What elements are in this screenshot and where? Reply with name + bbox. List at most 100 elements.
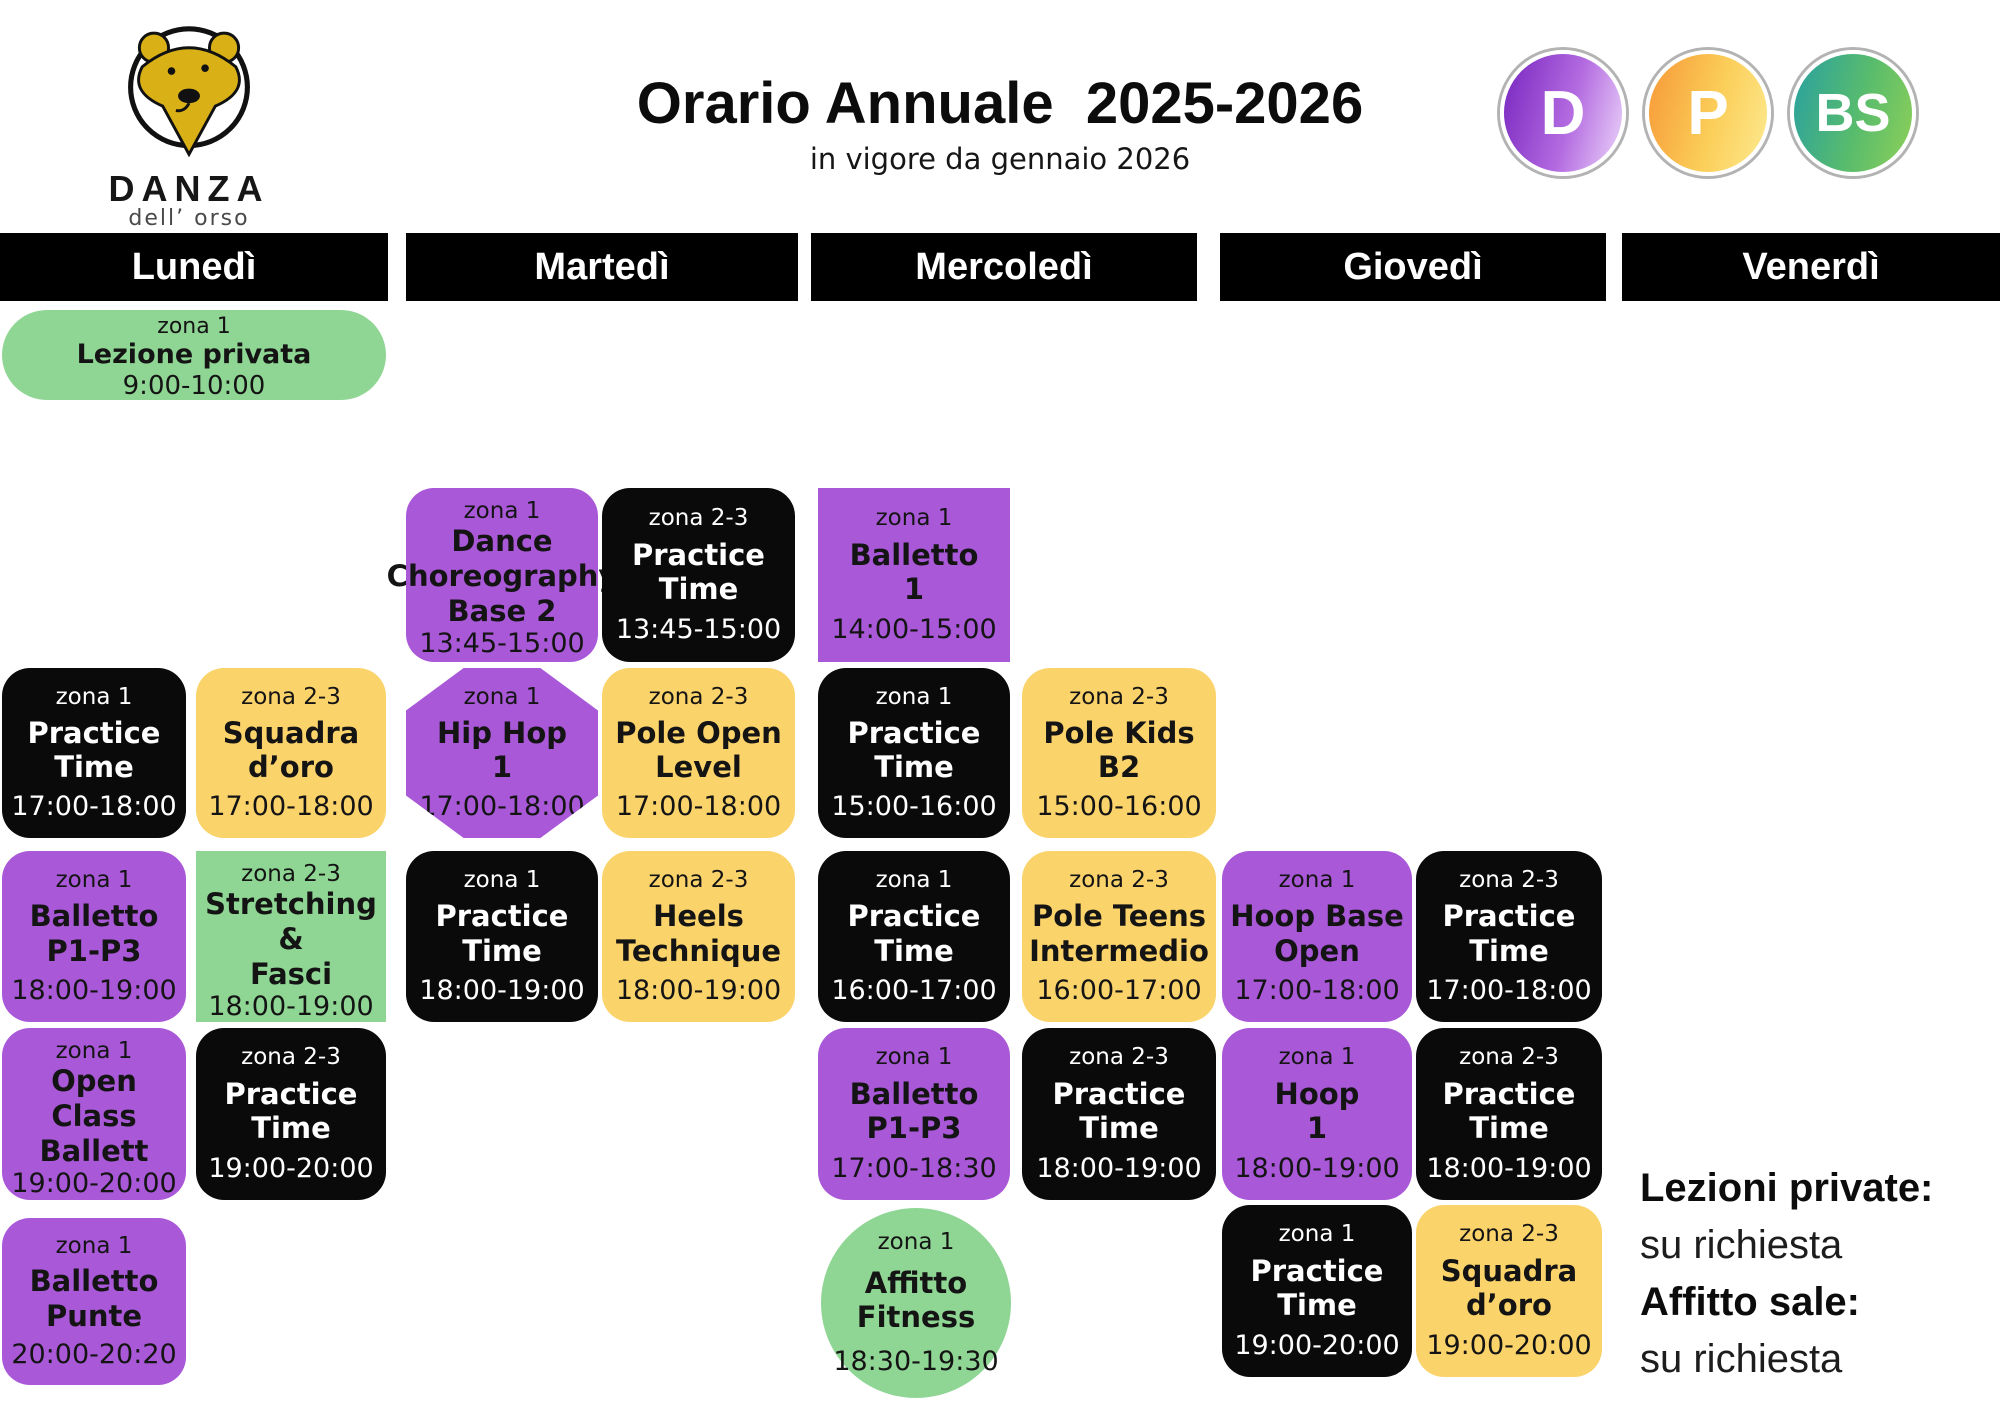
card-zona-label: zona 1 bbox=[875, 867, 953, 894]
card-time: 17:00-18:00 bbox=[11, 791, 177, 823]
schedule-card: zona 1 Affitto Fitness 18:30-19:30 bbox=[821, 1208, 1011, 1398]
badge-bs-label: BS bbox=[1815, 83, 1891, 143]
card-zona-label: zona 1 bbox=[55, 683, 133, 710]
card-time: 19:00-20:00 bbox=[11, 1168, 177, 1200]
schedule-card: zona 1 Hoop 1 18:00-19:00 bbox=[1222, 1028, 1412, 1200]
schedule-card: zona 1 Practice Time 15:00-16:00 bbox=[818, 668, 1010, 838]
notes-block: Lezioni private: su richiesta Affitto sa… bbox=[1640, 1160, 1990, 1388]
room-rental-value: su richiesta bbox=[1640, 1337, 1843, 1381]
card-class-name: Open Class Ballett bbox=[39, 1064, 149, 1168]
schedule-card: zona 2-3 Squadra d’oro 17:00-18:00 bbox=[196, 668, 386, 838]
card-zona-label: zona 1 bbox=[463, 867, 541, 894]
schedule-card: zona 2-3 Stretching & Fasci 18:00-19:00 bbox=[196, 851, 386, 1022]
card-time: 18:00-19:00 bbox=[615, 974, 782, 1006]
card-zona-label: zona 1 bbox=[55, 1038, 133, 1064]
card-time: 17:00-18:00 bbox=[1426, 974, 1592, 1006]
card-time: 16:00-17:00 bbox=[831, 974, 997, 1006]
card-time: 19:00-20:00 bbox=[1234, 1329, 1400, 1361]
card-zona-label: zona 2-3 bbox=[241, 861, 341, 887]
schedule-card: zona 1 Balletto P1-P3 17:00-18:30 bbox=[818, 1028, 1010, 1200]
card-class-name: Squadra d’oro bbox=[1440, 1253, 1578, 1323]
card-class-name: Practice Time bbox=[1052, 1076, 1186, 1146]
schedule-card: zona 1 Lezione privata 9:00-10:00 bbox=[2, 310, 386, 401]
bear-logo-icon bbox=[128, 26, 250, 158]
card-class-name: Hip Hop 1 bbox=[436, 715, 568, 785]
schedule-card: zona 1 Practice Time 17:00-18:00 bbox=[2, 668, 186, 838]
badge-pole-label: P bbox=[1687, 78, 1729, 148]
badge-danza: D bbox=[1500, 50, 1626, 176]
badge-pole: P bbox=[1645, 50, 1771, 176]
schedule-card: zona 2-3 Squadra d’oro 19:00-20:00 bbox=[1416, 1205, 1602, 1377]
private-lessons-label: Lezioni private: bbox=[1640, 1166, 1934, 1210]
card-class-name: Hoop Base Open bbox=[1230, 899, 1404, 968]
card-time: 18:30-19:30 bbox=[833, 1346, 999, 1378]
card-class-name: Balletto 1 bbox=[849, 537, 979, 607]
day-header-venerdi: Venerdì bbox=[1622, 233, 2000, 301]
card-zona-label: zona 2-3 bbox=[1069, 867, 1169, 894]
card-class-name: Dance Choreography Base 2 bbox=[386, 524, 618, 628]
card-zona-label: zona 1 bbox=[157, 314, 231, 339]
card-zona-label: zona 2-3 bbox=[241, 1044, 341, 1071]
page-subtitle: in vigore da gennaio 2026 bbox=[809, 142, 1191, 176]
card-time: 19:00-20:00 bbox=[208, 1152, 374, 1184]
card-zona-label: zona 2-3 bbox=[1069, 683, 1169, 710]
card-time: 18:00-19:00 bbox=[419, 974, 585, 1006]
schedule-card: zona 1 Practice Time 18:00-19:00 bbox=[406, 851, 598, 1022]
day-header-giovedi: Giovedì bbox=[1220, 233, 1606, 301]
schedule-card: zona 2-3 Practice Time 19:00-20:00 bbox=[196, 1028, 386, 1200]
card-zona-label: zona 2-3 bbox=[648, 683, 749, 710]
card-time: 19:00-20:00 bbox=[1426, 1329, 1592, 1361]
card-time: 18:00-19:00 bbox=[1426, 1152, 1592, 1184]
schedule-card: zona 1 Practice Time 19:00-20:00 bbox=[1222, 1205, 1412, 1377]
schedule-card: zona 1 Dance Choreography Base 2 13:45-1… bbox=[387, 488, 617, 662]
card-class-name: Hoop 1 bbox=[1274, 1076, 1360, 1146]
card-zona-label: zona 1 bbox=[875, 683, 953, 710]
card-zona-label: zona 1 bbox=[1278, 867, 1356, 894]
schedule-card: zona 1 Hoop Base Open 17:00-18:00 bbox=[1222, 851, 1412, 1022]
logo-brand-text: DANZA bbox=[108, 168, 270, 209]
card-zona-label: zona 1 bbox=[875, 504, 953, 531]
card-time: 17:00-18:00 bbox=[419, 791, 585, 823]
card-class-name: Practice Time bbox=[1442, 899, 1576, 968]
schedule-card: zona 1 Practice Time 16:00-17:00 bbox=[818, 851, 1010, 1022]
card-time: 13:45-15:00 bbox=[419, 628, 585, 660]
day-header-lunedi: Lunedì bbox=[0, 233, 388, 301]
card-zona-label: zona 1 bbox=[463, 498, 541, 524]
card-time: 20:00-20:20 bbox=[11, 1338, 177, 1370]
card-time: 15:00-16:00 bbox=[1036, 791, 1202, 823]
card-class-name: Squadra d’oro bbox=[222, 715, 360, 785]
card-class-name: Practice Time bbox=[847, 715, 981, 785]
card-zona-label: zona 1 bbox=[55, 1233, 133, 1260]
badge-danza-label: D bbox=[1540, 78, 1586, 148]
schedule-card: zona 1 Hip Hop 1 17:00-18:00 bbox=[406, 668, 598, 838]
schedule-card: zona 2-3 Practice Time 17:00-18:00 bbox=[1416, 851, 1602, 1022]
card-time: 18:00-19:00 bbox=[1036, 1152, 1202, 1184]
card-time: 17:00-18:00 bbox=[208, 791, 374, 823]
card-class-name: Pole Teens Intermedio bbox=[1029, 899, 1209, 968]
card-class-name: Balletto Punte bbox=[29, 1264, 159, 1333]
card-time: 18:00-19:00 bbox=[1234, 1152, 1400, 1184]
card-zona-label: zona 2-3 bbox=[1459, 1044, 1559, 1071]
card-class-name: Practice Time bbox=[1442, 1076, 1576, 1146]
card-time: 14:00-15:00 bbox=[831, 614, 997, 646]
schedule-card: zona 1 Balletto 1 14:00-15:00 bbox=[818, 488, 1010, 662]
card-class-name: Practice Time bbox=[224, 1076, 358, 1146]
card-zona-label: zona 2-3 bbox=[1459, 867, 1559, 894]
card-zona-label: zona 1 bbox=[1278, 1044, 1356, 1071]
card-class-name: Balletto P1-P3 bbox=[849, 1076, 979, 1146]
day-header-mercoledi: Mercoledì bbox=[811, 233, 1197, 301]
schedule-card: zona 2-3 Heels Technique 18:00-19:00 bbox=[602, 851, 795, 1022]
card-time: 17:00-18:30 bbox=[831, 1152, 997, 1184]
card-time: 17:00-18:00 bbox=[615, 791, 782, 823]
schedule-card: zona 2-3 Pole Kids B2 15:00-16:00 bbox=[1022, 668, 1216, 838]
card-class-name: Affitto Fitness bbox=[856, 1265, 976, 1335]
schedule-card: zona 1 Balletto Punte 20:00-20:20 bbox=[2, 1218, 186, 1385]
card-zona-label: zona 2-3 bbox=[1069, 1044, 1169, 1071]
card-class-name: Heels Technique bbox=[615, 899, 782, 968]
schedule-card: zona 2-3 Practice Time 13:45-15:00 bbox=[602, 488, 795, 662]
schedule-card: zona 2-3 Pole Open Level 17:00-18:00 bbox=[602, 668, 795, 838]
card-time: 16:00-17:00 bbox=[1036, 974, 1202, 1006]
card-time: 13:45-15:00 bbox=[615, 614, 782, 646]
schedule-card: zona 1 Open Class Ballett 19:00-20:00 bbox=[2, 1028, 186, 1200]
